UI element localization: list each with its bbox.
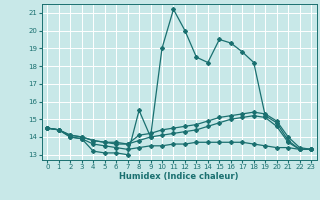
X-axis label: Humidex (Indice chaleur): Humidex (Indice chaleur) bbox=[119, 172, 239, 181]
